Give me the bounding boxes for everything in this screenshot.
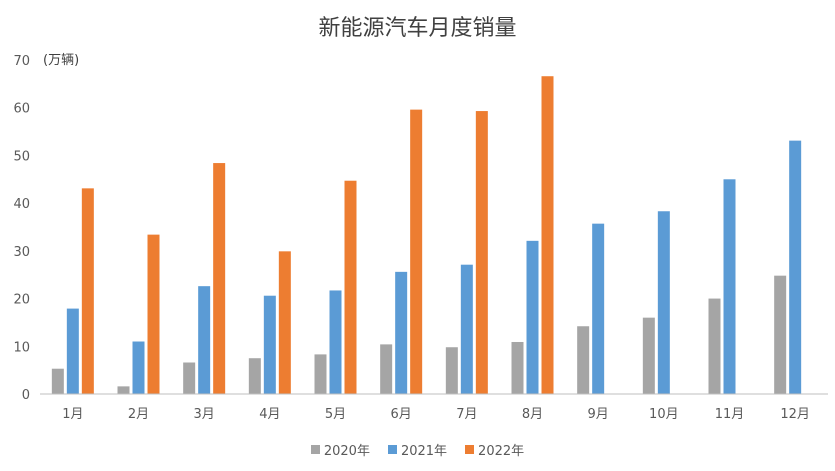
bar-2022年-3月	[213, 163, 226, 394]
bar-2022年-1月	[81, 188, 94, 394]
y-tick-label: 10	[13, 340, 30, 355]
y-tick-label: 40	[13, 197, 30, 212]
y-axis-unit-label: (万辆)	[43, 53, 80, 68]
bar-2020年-4月	[248, 358, 261, 394]
y-tick-label: 30	[13, 245, 30, 260]
bar-2022年-8月	[541, 76, 554, 395]
bar-2022年-7月	[475, 111, 488, 394]
x-tick-label: 5月	[325, 407, 346, 422]
bar-2021年-4月	[263, 295, 276, 394]
legend: 2020年 2021年 2022年	[0, 440, 835, 459]
bar-2020年-1月	[51, 368, 64, 394]
chart-title: 新能源汽车月度销量	[318, 16, 517, 41]
legend-swatch-2020	[310, 445, 320, 454]
y-tick-label: 50	[13, 149, 30, 164]
legend-label-2022: 2022年	[478, 444, 525, 459]
x-tick-label: 4月	[259, 407, 280, 422]
bar-2021年-11月	[723, 179, 736, 394]
bar-2020年-5月	[314, 354, 327, 394]
bar-2022年-6月	[410, 109, 423, 394]
legend-label-2021: 2021年	[400, 444, 448, 459]
y-tick-label: 20	[13, 293, 30, 308]
x-tick-label: 3月	[194, 407, 215, 422]
y-tick-label: 0	[22, 388, 30, 403]
legend-swatch-2021	[387, 445, 397, 454]
legend-item-2021: 2021年	[387, 440, 448, 459]
legend-swatch-2022	[465, 445, 475, 454]
bar-2020年-11月	[708, 298, 721, 394]
bar-2021年-1月	[66, 308, 79, 394]
bar-2020年-8月	[511, 341, 524, 394]
bar-2021年-9月	[592, 223, 605, 394]
bar-2020年-6月	[380, 344, 393, 394]
bar-2020年-7月	[445, 347, 458, 394]
x-tick-label: 8月	[522, 407, 543, 422]
bar-2022年-2月	[147, 234, 160, 394]
bar-2020年-10月	[642, 317, 655, 394]
x-tick-label: 7月	[456, 407, 477, 422]
bar-2022年-4月	[278, 251, 291, 394]
bar-2021年-5月	[329, 290, 342, 394]
bar-2021年-2月	[132, 341, 145, 394]
x-tick-label: 10月	[649, 407, 679, 422]
bar-2020年-9月	[577, 326, 590, 394]
legend-item-2020: 2020年	[310, 440, 370, 459]
bar-2022年-5月	[344, 180, 357, 394]
bar-2020年-3月	[183, 362, 196, 394]
bar-2021年-12月	[789, 140, 802, 394]
y-tick-label: 60	[13, 102, 30, 117]
x-tick-label: 6月	[391, 407, 412, 422]
bar-2021年-10月	[657, 211, 670, 394]
x-tick-label: 11月	[715, 407, 745, 422]
x-tick-label: 9月	[588, 407, 609, 422]
bar-2021年-3月	[198, 286, 211, 394]
bar-2020年-12月	[774, 275, 787, 394]
x-tick-label: 2月	[128, 407, 149, 422]
x-tick-label: 1月	[62, 407, 83, 422]
legend-label-2020: 2020年	[323, 444, 370, 459]
y-tick-label: 70	[13, 54, 30, 69]
bar-2020年-2月	[117, 386, 130, 394]
bar-2021年-8月	[526, 240, 539, 394]
legend-item-2022: 2022年	[465, 440, 524, 459]
x-tick-label: 12月	[780, 407, 810, 422]
bar-2021年-7月	[460, 264, 473, 394]
bar-2021年-6月	[395, 271, 408, 394]
